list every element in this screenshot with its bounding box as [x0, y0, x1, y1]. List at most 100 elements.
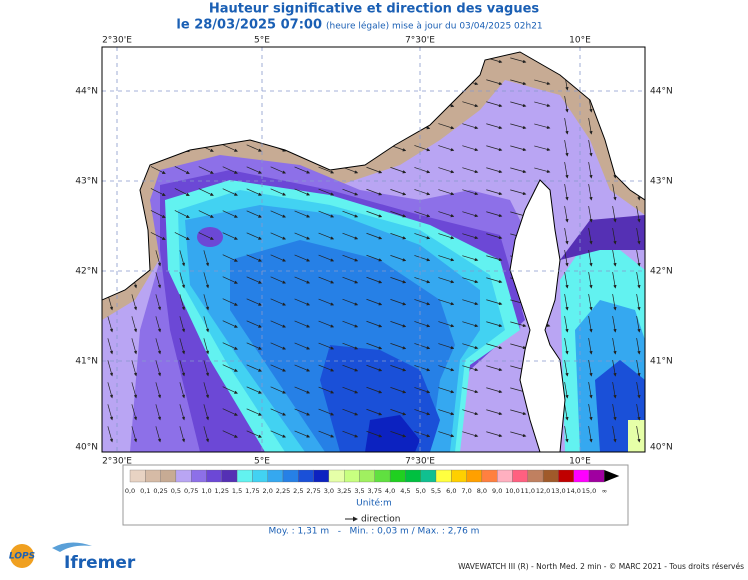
arrow [486, 233, 503, 240]
arrow [564, 250, 569, 267]
arrow [588, 316, 593, 333]
arrow [342, 430, 359, 438]
arrow [246, 232, 262, 240]
arrow [150, 232, 166, 240]
arrow [294, 298, 311, 306]
arrow [270, 342, 287, 350]
arrow [155, 338, 162, 355]
arrow [366, 386, 383, 394]
lon-label: 5°E [254, 457, 270, 467]
arrow [564, 140, 569, 157]
arrow [414, 167, 431, 174]
arrow [179, 382, 186, 399]
arrow [564, 96, 569, 113]
arrow [486, 211, 503, 218]
arrow [612, 426, 617, 443]
arrow [390, 211, 407, 218]
arrow [534, 79, 551, 86]
lon-label: 10°E [569, 457, 591, 467]
arrow [414, 299, 431, 306]
arrow [131, 404, 138, 421]
arrow [636, 316, 641, 333]
arrow [179, 360, 186, 377]
arrow [222, 276, 238, 284]
arrow [270, 232, 287, 240]
arrow [179, 316, 186, 333]
arrow [564, 272, 569, 289]
lat-label: 40°N [75, 443, 98, 453]
legend-swatch [451, 469, 467, 483]
arrow [107, 404, 114, 421]
lops-logo-mark [10, 544, 34, 568]
legend-label: 7,0 [461, 487, 471, 495]
arrow [438, 255, 455, 262]
arrow [294, 320, 311, 328]
lat-label: 43°N [75, 177, 98, 187]
arrow [174, 232, 190, 240]
legend-swatch [558, 469, 574, 483]
legend-swatch [497, 469, 513, 483]
arrow [366, 210, 383, 218]
arrow [588, 206, 593, 223]
arrow [462, 101, 479, 108]
arrow [222, 298, 238, 306]
arrow [564, 426, 569, 443]
legend-label: 4,5 [400, 487, 410, 495]
legend-label: 15,0 [582, 487, 596, 495]
arrow [612, 338, 617, 355]
arrow [174, 166, 190, 174]
legend-label: 12,0 [536, 487, 550, 495]
arrow [318, 364, 335, 372]
arrow [342, 276, 359, 284]
arrow [294, 386, 311, 394]
legend-swatch [313, 469, 330, 483]
legend-swatch [420, 469, 437, 483]
lon-label: 10°E [569, 36, 591, 46]
arrow [438, 409, 455, 416]
arrow [486, 365, 503, 372]
arrow [438, 211, 455, 218]
arrow [270, 254, 287, 262]
lat-label: 41°N [650, 357, 673, 367]
arrow [510, 123, 527, 130]
arrow [588, 118, 593, 135]
arrow [510, 321, 527, 328]
arrow [510, 57, 527, 64]
arrow [414, 189, 431, 196]
arrow [155, 360, 162, 377]
lat-label: 42°N [75, 267, 98, 277]
legend-label: 14,0 [566, 487, 580, 495]
arrow [438, 343, 455, 350]
arrow [612, 382, 617, 399]
arrow [294, 232, 311, 240]
arrow [155, 272, 162, 289]
legend-swatch [481, 469, 498, 483]
arrow [342, 210, 359, 218]
arrow [438, 277, 455, 284]
arrow [510, 431, 527, 438]
arrow [222, 232, 238, 240]
arrow [612, 404, 617, 421]
date: le 28/03/2025 07:00 [176, 18, 322, 33]
arrow [414, 387, 431, 394]
arrow [438, 431, 455, 438]
arrow [510, 343, 527, 350]
legend-label: 5,0 [416, 487, 426, 495]
arrow [510, 79, 527, 86]
arrow [131, 382, 138, 399]
arrow [486, 277, 503, 284]
arrow [270, 166, 287, 174]
arrow [318, 430, 335, 438]
legend-swatch [252, 469, 268, 483]
arrow [414, 343, 431, 350]
arrow [612, 316, 617, 333]
arrow [510, 101, 527, 108]
arrow [222, 408, 238, 416]
arrow [107, 316, 114, 333]
arrow [198, 210, 214, 218]
arrow [107, 426, 114, 443]
lat-label: 43°N [650, 177, 673, 187]
arrow [564, 316, 569, 333]
arrow [462, 277, 479, 284]
arrow [270, 386, 287, 394]
